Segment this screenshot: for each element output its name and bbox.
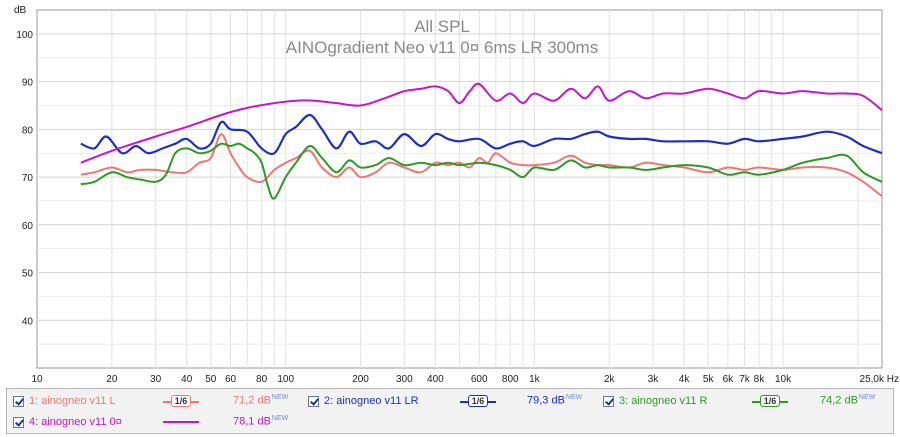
- smoothing-label: 1/6: [170, 395, 192, 407]
- x-tick-label: 3k: [648, 374, 660, 385]
- legend-label: 1: ainogneo v11 L: [29, 395, 116, 407]
- x-tick-label: 50: [205, 374, 217, 385]
- legend-label: 4: ainogneo v11 0¤: [29, 416, 122, 428]
- y-axis-label: dB: [14, 5, 27, 16]
- x-tick-label: 600: [471, 374, 488, 385]
- series-line-3: [80, 142, 883, 200]
- y-tick-label: 90: [22, 78, 34, 89]
- legend-value: 79,3 dBNEW: [527, 394, 582, 407]
- x-tick-label: 60: [225, 374, 237, 385]
- x-tick-label: 20: [106, 374, 118, 385]
- x-tick-label: 1k: [529, 374, 541, 385]
- x-tick-label: 40: [181, 374, 193, 385]
- legend-entry-3[interactable]: 3: ainogneo v11 R: [603, 392, 707, 410]
- chart-subtitle: AINOgradient Neo v11 0¤ 6ms LR 300ms: [286, 38, 598, 57]
- smoothing-label: 1/6: [759, 395, 781, 407]
- series-line-2: [80, 113, 883, 156]
- y-tick-label: 40: [22, 316, 34, 327]
- x-tick-label: 25,0k Hz: [860, 374, 899, 385]
- legend-entry-2[interactable]: 2: ainogneo v11 LR: [308, 392, 419, 410]
- legend-entry-1[interactable]: 1: ainogneo v11 L: [13, 392, 116, 410]
- new-tag: NEW: [271, 394, 289, 401]
- x-tick-label: 800: [502, 374, 519, 385]
- x-tick-label: 6k: [723, 374, 735, 385]
- checkbox-checked-icon[interactable]: [13, 395, 24, 407]
- x-tick-label: 10: [31, 374, 43, 385]
- smoothing-badge[interactable]: 1/6: [460, 394, 496, 408]
- new-tag: NEW: [858, 394, 876, 401]
- y-tick-label: 50: [22, 269, 34, 280]
- y-tick-label: 60: [22, 221, 34, 232]
- x-tick-label: 8k: [754, 374, 766, 385]
- x-tick-label: 30: [150, 374, 162, 385]
- series-line-4: [80, 82, 883, 164]
- x-tick-label: 5k: [703, 374, 715, 385]
- legend-value-text: 74,2 dB: [820, 394, 858, 407]
- series-line-sample: [163, 421, 199, 423]
- new-tag: NEW: [271, 415, 289, 422]
- legend-value: 78,1 dBNEW: [233, 415, 288, 428]
- x-tick-label: 2k: [604, 374, 616, 385]
- x-tick-label: 80: [256, 374, 268, 385]
- legend-value-text: 79,3 dB: [527, 394, 565, 407]
- chart-title: All SPL: [414, 17, 470, 36]
- legend-value-text: 71,2 dB: [233, 394, 271, 407]
- checkbox-checked-icon[interactable]: [13, 416, 24, 428]
- smoothing-label: 1/6: [467, 395, 489, 407]
- x-tick-label: 7k: [739, 374, 751, 385]
- checkbox-checked-icon[interactable]: [603, 395, 614, 407]
- smoothing-badge[interactable]: 1/6: [752, 394, 788, 408]
- checkbox-checked-icon[interactable]: [308, 395, 319, 407]
- legend-entry-4[interactable]: 4: ainogneo v11 0¤: [13, 413, 122, 431]
- x-tick-label: 400: [427, 374, 444, 385]
- x-tick-label: 4k: [679, 374, 691, 385]
- new-tag: NEW: [565, 394, 583, 401]
- y-tick-label: 80: [22, 125, 34, 136]
- y-tick-label: 100: [16, 30, 33, 41]
- x-tick-label: 100: [277, 374, 294, 385]
- legend-value: 71,2 dBNEW: [233, 394, 288, 407]
- legend-label: 3: ainogneo v11 R: [619, 395, 708, 407]
- x-tick-label: 10k: [775, 374, 792, 385]
- legend-label: 2: ainogneo v11 LR: [324, 395, 419, 407]
- spl-plot: 40 50 60 70 80 90 100 dB 10 20 30 40 50 60 80 100 200 300…: [14, 5, 899, 385]
- y-tick-label: 70: [22, 173, 34, 184]
- smoothing-badge[interactable]: 1/6: [163, 394, 199, 408]
- legend-value: 74,2 dBNEW: [820, 394, 875, 407]
- legend-value-text: 78,1 dB: [233, 415, 271, 428]
- legend-panel: 1: ainogneo v11 L 1/6 71,2 dBNEW 2: aino…: [6, 388, 894, 434]
- x-tick-label: 300: [396, 374, 413, 385]
- x-tick-label: 200: [352, 374, 369, 385]
